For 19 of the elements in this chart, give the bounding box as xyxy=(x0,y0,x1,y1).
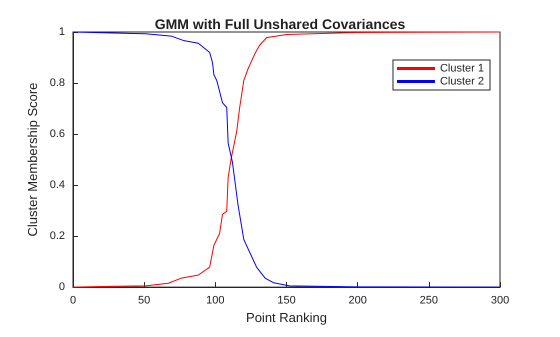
x-tick-label: 300 xyxy=(490,294,510,307)
y-axis-title: Cluster Membership Score xyxy=(24,82,40,236)
y-tick-label: 0.4 xyxy=(50,179,65,192)
x-axis-title: Point Ranking xyxy=(246,310,327,325)
x-tick-label: 50 xyxy=(138,294,150,307)
y-tick-label: 0.8 xyxy=(50,77,65,90)
chart-title: GMM with Full Unshared Covariances xyxy=(154,16,406,32)
x-tick-label: 200 xyxy=(348,294,367,307)
x-tick-label: 0 xyxy=(70,294,76,307)
y-tick-label: 0.2 xyxy=(50,230,65,242)
line-series xyxy=(72,32,500,288)
y-tick-label: 1 xyxy=(58,26,65,38)
y-tick-label: 0 xyxy=(58,281,65,294)
y-tick-label: 0.6 xyxy=(50,128,65,140)
legend-label: Cluster 1 xyxy=(440,62,484,74)
x-tick-label: 250 xyxy=(420,294,438,307)
x-tick-label: 100 xyxy=(206,294,225,307)
x-tick-label: 150 xyxy=(277,294,296,307)
legend-label: Cluster 2 xyxy=(440,76,484,88)
